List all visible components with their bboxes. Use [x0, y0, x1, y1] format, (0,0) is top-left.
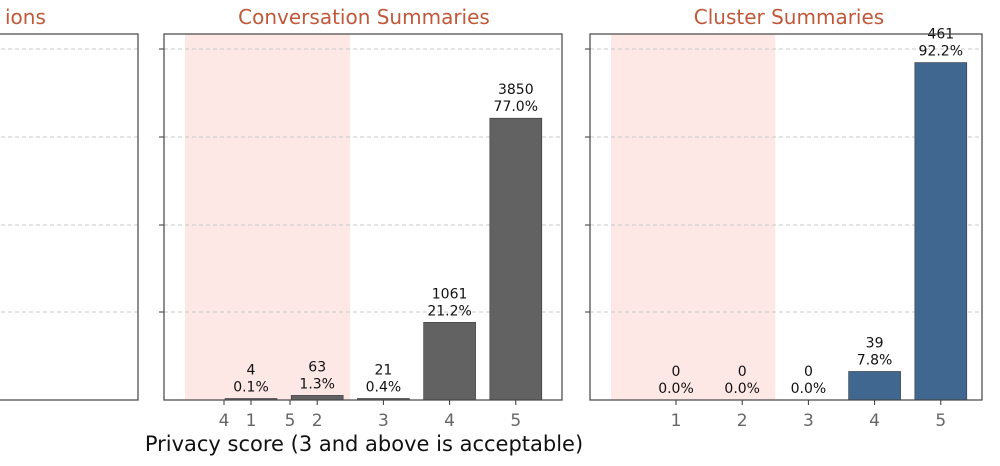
data-label-percent: 1.3%	[299, 376, 335, 392]
data-label-percent: 92.2%	[919, 44, 963, 60]
panel-title: ions	[5, 5, 46, 29]
data-label-count: 3850	[498, 82, 534, 98]
x-tick-label: 4	[444, 411, 455, 431]
data-label-percent: 0.0%	[791, 381, 827, 397]
x-tick-label: 1	[671, 411, 682, 431]
x-tick-label: 4	[219, 411, 230, 431]
x-tick-label: 2	[312, 411, 323, 431]
x-tick-label: 4	[869, 411, 880, 431]
data-label-count: 63	[308, 359, 326, 375]
data-label-percent: 77.0%	[494, 99, 538, 115]
data-label-count: 1061	[432, 286, 468, 302]
bar	[914, 62, 968, 401]
bar	[489, 117, 543, 401]
data-label-count: 21	[374, 362, 392, 378]
data-label-percent: 0.0%	[724, 381, 760, 397]
bar	[290, 395, 344, 401]
x-tick-label: 1	[246, 411, 257, 431]
unacceptable-region-shade	[185, 34, 351, 400]
data-label-count: 39	[866, 335, 884, 351]
bar	[423, 322, 476, 401]
panel-title: Conversation Summaries	[238, 5, 490, 29]
data-label-percent: 21.2%	[427, 303, 471, 319]
panel-frame	[163, 33, 563, 401]
data-label-percent: 0.4%	[366, 379, 402, 395]
x-tick-label: 5	[935, 411, 946, 431]
data-label-count: 0	[804, 364, 813, 380]
x-tick-label: 3	[378, 411, 389, 431]
x-axis-label: Privacy score (3 and above is acceptable…	[145, 432, 583, 456]
data-label-count: 4	[247, 363, 256, 379]
panel-frame	[589, 33, 983, 401]
panel-frame	[0, 33, 139, 401]
x-tick-label: 3	[803, 411, 814, 431]
data-label-count: 0	[672, 364, 681, 380]
panel-title: Cluster Summaries	[694, 5, 884, 29]
data-label-percent: 0.0%	[658, 381, 694, 397]
x-tick-label: 2	[737, 411, 748, 431]
x-tick-label: 5	[285, 411, 296, 431]
unacceptable-region-shade	[611, 34, 776, 400]
data-label-percent: 7.8%	[857, 352, 893, 368]
bar	[848, 371, 901, 401]
x-tick-label: 5	[510, 411, 521, 431]
data-label-count: 0	[738, 364, 747, 380]
data-label-percent: 0.1%	[233, 380, 269, 396]
